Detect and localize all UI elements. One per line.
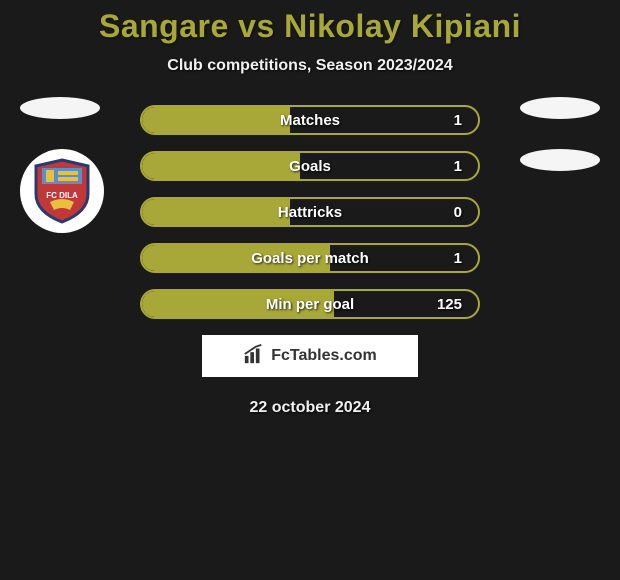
player-placeholder (520, 149, 600, 171)
stat-label: Matches (280, 112, 340, 129)
date-text: 22 october 2024 (0, 399, 620, 417)
player-placeholder (520, 97, 600, 119)
stat-fill (142, 153, 300, 179)
shield-icon: FC DILA (32, 158, 92, 224)
subtitle: Club competitions, Season 2023/2024 (0, 57, 620, 75)
stat-value: 1 (454, 250, 462, 267)
stat-fill (142, 199, 290, 225)
left-player-column: FC DILA (20, 97, 100, 233)
stat-row: Goals 1 (140, 151, 480, 181)
player-placeholder (20, 97, 100, 119)
brand-text: FcTables.com (271, 347, 377, 365)
stat-value: 1 (454, 158, 462, 175)
stat-fill (142, 107, 290, 133)
stat-label: Goals (289, 158, 331, 175)
chart-icon (243, 343, 265, 370)
svg-text:FC DILA: FC DILA (46, 191, 78, 200)
stat-label: Goals per match (251, 250, 369, 267)
stat-row: Hattricks 0 (140, 197, 480, 227)
stat-value: 125 (437, 296, 462, 313)
stat-value: 0 (454, 204, 462, 221)
stat-row: Min per goal 125 (140, 289, 480, 319)
stat-label: Min per goal (266, 296, 354, 313)
comparison-widget: Sangare vs Nikolay Kipiani Club competit… (0, 0, 620, 417)
stat-row: Matches 1 (140, 105, 480, 135)
stat-rows: Matches 1 Goals 1 Hattricks 0 Goals per match 1… (140, 105, 480, 319)
page-title: Sangare vs Nikolay Kipiani (0, 8, 620, 45)
club-logo: FC DILA (20, 149, 104, 233)
stats-area: FC DILA Matches 1 Goals 1 Hattricks 0 Goals pe… (0, 105, 620, 319)
stat-value: 1 (454, 112, 462, 129)
stat-label: Hattricks (278, 204, 342, 221)
right-player-column (520, 97, 600, 201)
stat-row: Goals per match 1 (140, 243, 480, 273)
branding-box[interactable]: FcTables.com (202, 335, 418, 377)
